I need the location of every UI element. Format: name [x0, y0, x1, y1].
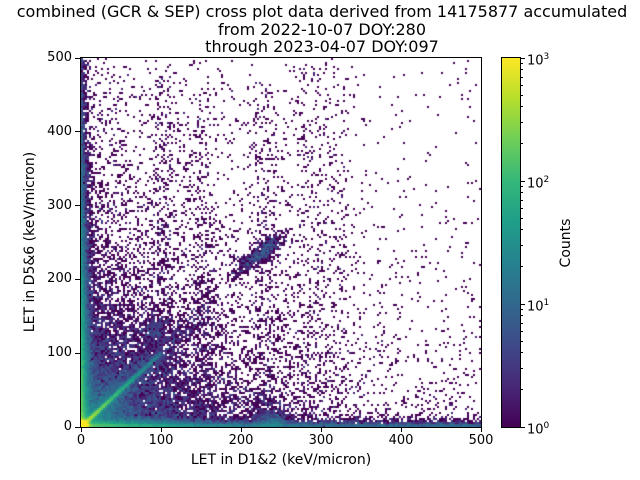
colorbar-tick-label: 103: [527, 52, 550, 69]
x-tick-label: 200: [228, 433, 254, 448]
scatter-heatmap-canvas: [81, 58, 481, 427]
colorbar-minor-tick-mark: [521, 229, 523, 231]
y-tick-mark: [75, 57, 80, 59]
y-tick-label: 200: [47, 271, 72, 287]
colorbar-minor-tick-mark: [521, 340, 523, 342]
colorbar-label: Counts: [558, 218, 574, 268]
colorbar-minor-tick-mark: [521, 76, 523, 78]
y-tick-label: 0: [63, 419, 72, 434]
colorbar-major-tick-mark: [521, 57, 525, 59]
colorbar-tick-label: 101: [527, 298, 550, 315]
colorbar-minor-tick-mark: [521, 367, 523, 369]
colorbar-minor-tick-mark: [521, 322, 523, 324]
y-axis-label: LET in D5&6 (keV/micron): [22, 151, 38, 333]
colorbar-minor-tick-mark: [521, 207, 523, 209]
y-tick-label: 300: [47, 197, 72, 213]
chart-title: combined (GCR & SEP) cross plot data der…: [2, 3, 640, 56]
x-tick-label: 500: [468, 433, 494, 448]
colorbar-minor-tick-mark: [521, 389, 523, 391]
x-tick-mark: [400, 428, 402, 432]
x-tick-label: 0: [76, 433, 86, 448]
colorbar-gradient: [502, 58, 520, 427]
y-tick-label: 400: [47, 123, 72, 139]
x-tick-mark: [480, 428, 482, 432]
colorbar-minor-tick-mark: [521, 217, 523, 219]
x-tick-label: 400: [388, 433, 414, 448]
colorbar-minor-tick-mark: [521, 84, 523, 86]
x-tick-mark: [80, 428, 82, 432]
colorbar-minor-tick-mark: [521, 69, 523, 71]
y-tick-mark: [75, 205, 80, 207]
colorbar-border: [501, 57, 521, 428]
colorbar-minor-tick-mark: [521, 94, 523, 96]
colorbar-minor-tick-mark: [521, 352, 523, 354]
x-tick-mark: [320, 428, 322, 432]
colorbar-minor-tick-mark: [521, 106, 523, 108]
y-tick-mark: [75, 278, 80, 280]
colorbar-minor-tick-mark: [521, 143, 523, 145]
chart-title-line-1: combined (GCR & SEP) cross plot data der…: [16, 2, 628, 21]
y-tick-mark: [75, 426, 80, 428]
colorbar-major-tick-mark: [521, 303, 525, 305]
y-tick-label: 100: [47, 345, 72, 361]
x-tick-mark: [240, 428, 242, 432]
colorbar-minor-tick-mark: [521, 315, 523, 317]
x-tick-label: 100: [148, 433, 174, 448]
colorbar-major-tick-mark: [521, 180, 525, 182]
y-tick-label: 500: [47, 50, 72, 65]
x-axis-label: LET in D1&2 (keV/micron): [190, 452, 372, 468]
chart-title-line-2: from 2022-10-07 DOY:280: [217, 19, 426, 39]
x-tick-label: 300: [308, 433, 334, 448]
colorbar-minor-tick-mark: [521, 266, 523, 268]
colorbar-tick-label: 100: [527, 421, 550, 438]
colorbar-minor-tick-mark: [521, 244, 523, 246]
colorbar-minor-tick-mark: [521, 309, 523, 311]
plot-area-border: [80, 57, 482, 428]
colorbar-tick-label: 102: [527, 175, 550, 192]
colorbar-minor-tick-mark: [521, 121, 523, 123]
colorbar-minor-tick-mark: [521, 199, 523, 201]
colorbar-minor-tick-mark: [521, 330, 523, 332]
colorbar-major-tick-mark: [521, 426, 525, 428]
colorbar-minor-tick-mark: [521, 186, 523, 188]
colorbar-minor-tick-mark: [521, 63, 523, 65]
y-tick-mark: [75, 131, 80, 133]
chart-title-line-3: through 2023-04-07 DOY:097: [205, 37, 439, 56]
colorbar-minor-tick-mark: [521, 192, 523, 194]
x-tick-mark: [160, 428, 162, 432]
y-tick-mark: [75, 352, 80, 354]
